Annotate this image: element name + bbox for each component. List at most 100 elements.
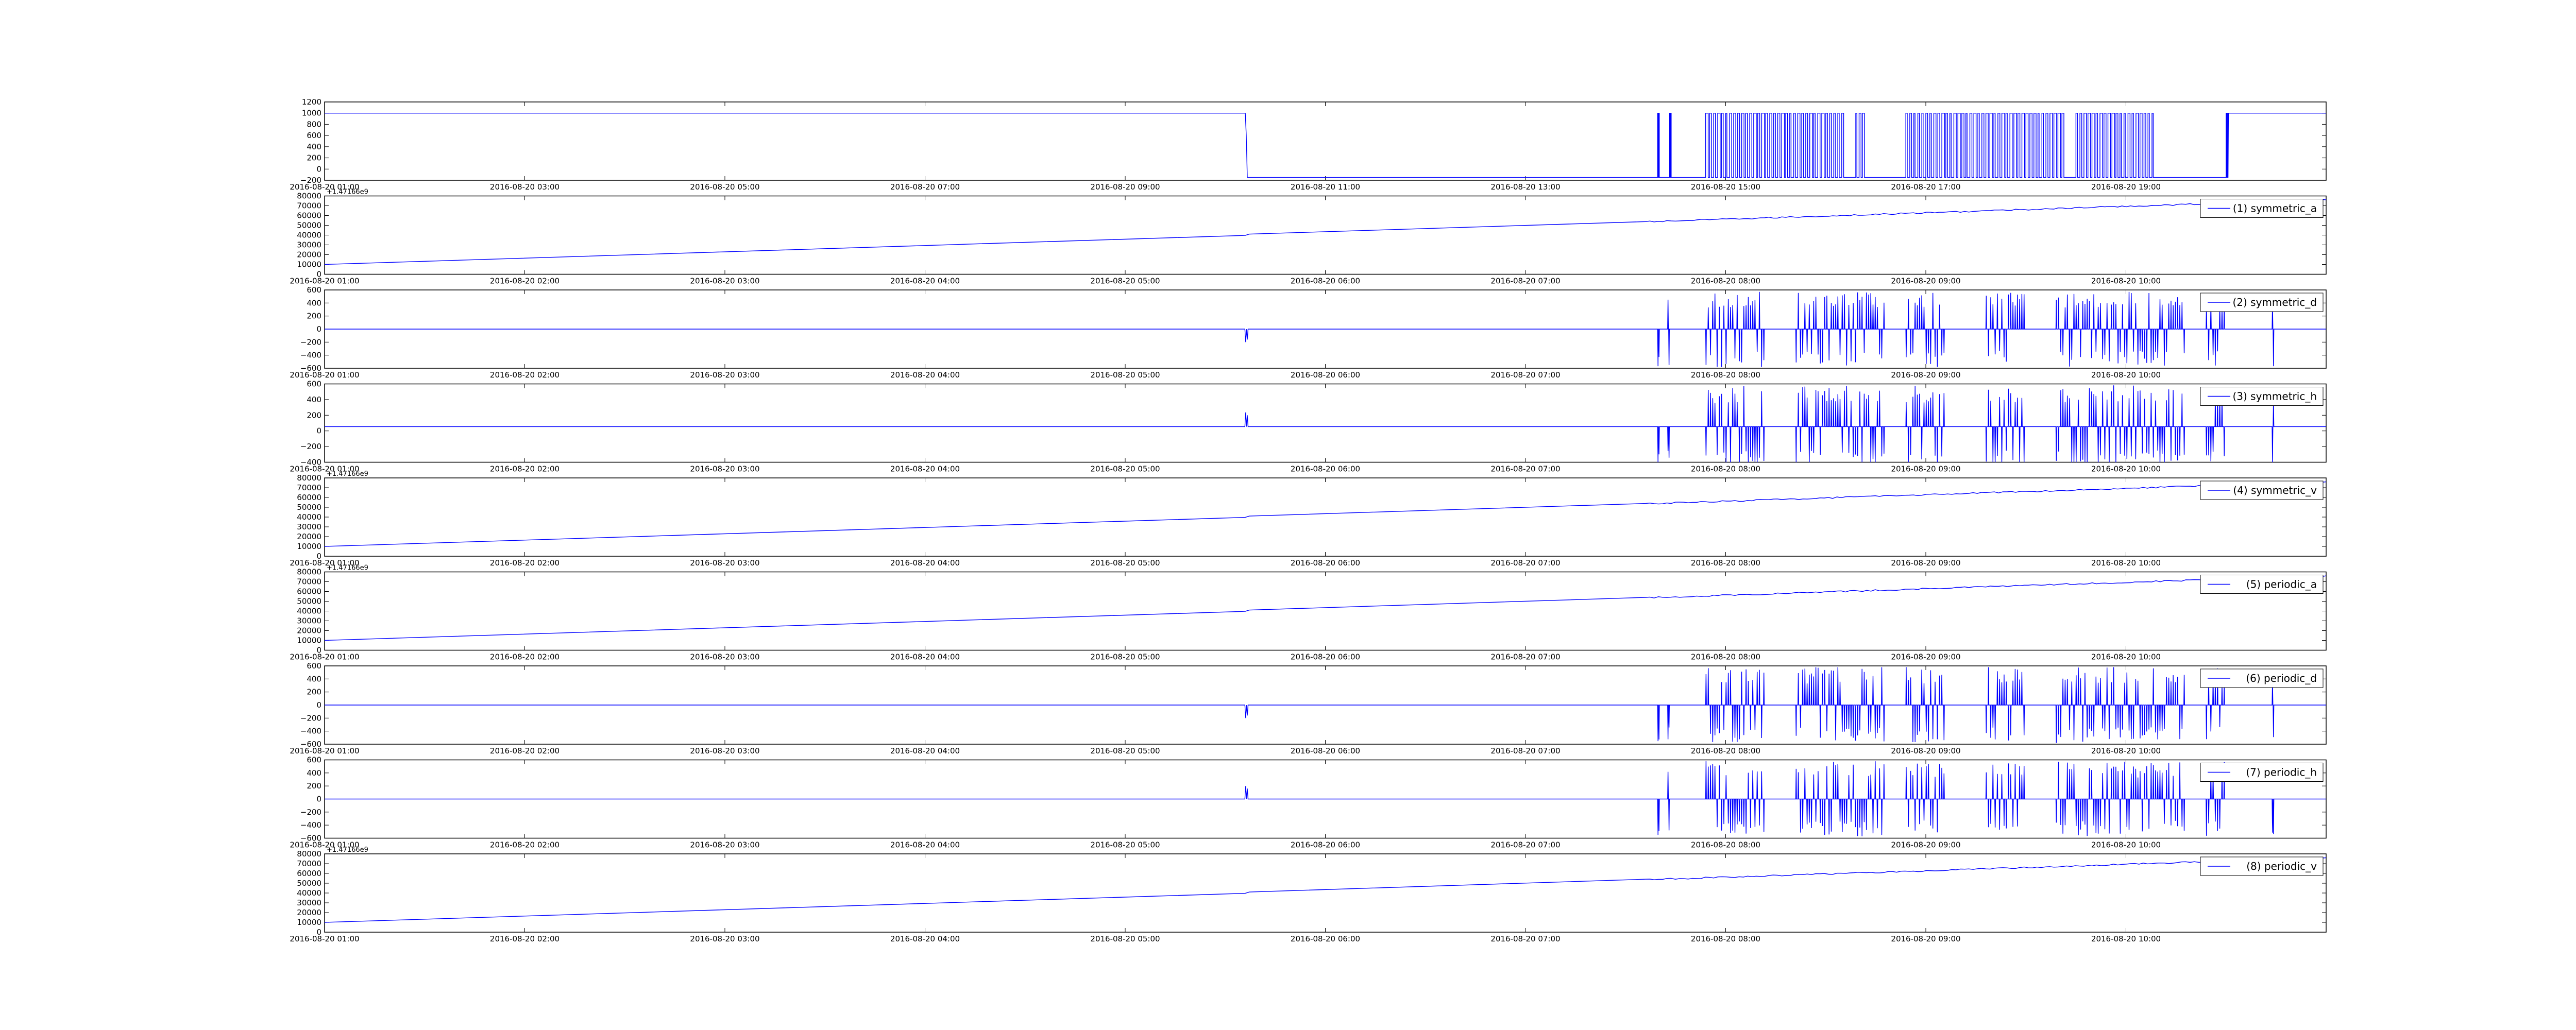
x-tick-label: 2016-08-20 08:00: [1691, 465, 1760, 474]
axes-frame: [324, 477, 2327, 557]
x-tick-label: 2016-08-20 05:00: [1090, 653, 1160, 662]
y-tick-label: 70000: [297, 859, 321, 868]
x-tick-label: 2016-08-20 10:00: [2091, 558, 2161, 568]
y-tick-label: 600: [307, 285, 321, 295]
series-line: [325, 113, 2326, 178]
y-tick-label: 400: [307, 768, 321, 778]
x-tick-label: 2016-08-20 07:00: [1490, 558, 1560, 568]
x-tick-label: 2016-08-20 05:00: [1090, 840, 1160, 850]
y-tick-label: 50000: [297, 503, 321, 512]
y-tick-label: 0: [316, 700, 321, 710]
y-tick-label: 1000: [302, 109, 321, 118]
subplot-2: 8000070000600005000040000300002000010000…: [290, 188, 2327, 286]
x-tick-label: 2016-08-20 09:00: [1891, 840, 1960, 850]
legend-label: (5) periodic_a: [2246, 578, 2317, 591]
y-tick-label: 80000: [297, 473, 321, 483]
y-tick-label: 0: [316, 164, 321, 174]
x-tick-label: 2016-08-20 09:00: [1891, 465, 1960, 474]
y-tick-label: −200: [300, 176, 321, 185]
x-tick-label: 2016-08-20 07:00: [1490, 840, 1560, 850]
x-tick-label: 2016-08-20 04:00: [890, 370, 960, 380]
x-tick-label: 2016-08-20 08:00: [1691, 558, 1760, 568]
y-tick-label: 30000: [297, 522, 321, 531]
legend-label: (8) periodic_v: [2246, 860, 2317, 872]
x-tick-label: 2016-08-20 07:00: [1490, 653, 1560, 662]
series-line: [325, 667, 2326, 743]
y-tick-label: 10000: [297, 542, 321, 551]
y-tick-label: 40000: [297, 231, 321, 240]
y-tick-label: 40000: [297, 512, 321, 522]
x-tick-label: 2016-08-20 08:00: [1691, 746, 1760, 756]
y-tick-label: 80000: [297, 568, 321, 577]
x-tick-label: 2016-08-20 17:00: [1891, 182, 1960, 192]
x-tick-label: 2016-08-20 04:00: [890, 746, 960, 756]
x-tick-label: 2016-08-20 01:00: [290, 746, 359, 756]
y-tick-label: 60000: [297, 493, 321, 502]
y-tick-label: −400: [300, 351, 321, 360]
x-tick-label: 2016-08-20 05:00: [1090, 558, 1160, 568]
x-tick-label: 2016-08-20 07:00: [1490, 934, 1560, 943]
legend-label: (4) symmetric_v: [2233, 484, 2317, 496]
y-tick-label: 30000: [297, 616, 321, 626]
y-tick-label: 0: [316, 324, 321, 334]
x-tick-label: 2016-08-20 09:00: [1891, 370, 1960, 380]
x-tick-label: 2016-08-20 07:00: [890, 182, 960, 192]
x-tick-label: 2016-08-20 06:00: [1291, 465, 1360, 474]
x-tick-label: 2016-08-20 06:00: [1291, 653, 1360, 662]
x-tick-label: 2016-08-20 01:00: [290, 840, 359, 850]
x-tick-label: 2016-08-20 07:00: [1490, 465, 1560, 474]
x-tick-label: 2016-08-20 08:00: [1691, 653, 1760, 662]
y-tick-label: −400: [300, 820, 321, 830]
y-tick-label: 70000: [297, 483, 321, 492]
x-tick-label: 2016-08-20 01:00: [290, 277, 359, 286]
x-tick-label: 2016-08-20 03:00: [690, 277, 759, 286]
y-tick-label: 0: [316, 270, 321, 279]
x-tick-label: 2016-08-20 05:00: [690, 182, 759, 192]
subplot-6: 8000070000600005000040000300002000010000…: [290, 564, 2327, 662]
y-tick-label: 10000: [297, 260, 321, 269]
y-tick-label: 200: [307, 312, 321, 321]
x-tick-label: 2016-08-20 09:00: [1891, 746, 1960, 756]
x-tick-label: 2016-08-20 04:00: [890, 653, 960, 662]
y-tick-label: −200: [300, 713, 321, 723]
x-tick-label: 2016-08-20 08:00: [1691, 934, 1760, 943]
axis-offset-label: +1.47166e9: [327, 470, 368, 478]
x-tick-label: 2016-08-20 04:00: [890, 934, 960, 943]
x-tick-label: 2016-08-20 01:00: [290, 653, 359, 662]
x-tick-label: 2016-08-20 06:00: [1291, 934, 1360, 943]
x-tick-label: 2016-08-20 01:00: [290, 370, 359, 380]
y-tick-label: −600: [300, 364, 321, 373]
y-tick-label: 10000: [297, 636, 321, 645]
x-tick-label: 2016-08-20 10:00: [2091, 277, 2161, 286]
x-tick-label: 2016-08-20 05:00: [1090, 934, 1160, 943]
axis-offset-label: +1.47166e9: [327, 564, 368, 572]
y-tick-label: −200: [300, 337, 321, 347]
x-tick-label: 2016-08-20 05:00: [1090, 370, 1160, 380]
x-tick-label: 2016-08-20 01:00: [290, 465, 359, 474]
x-tick-label: 2016-08-20 09:00: [1090, 182, 1160, 192]
legend-label: (1) symmetric_a: [2233, 202, 2317, 215]
axes-frame: [324, 383, 2327, 463]
y-tick-label: 30000: [297, 241, 321, 250]
y-tick-label: −400: [300, 727, 321, 736]
x-tick-label: 2016-08-20 05:00: [1090, 277, 1160, 286]
x-tick-label: 2016-08-20 09:00: [1891, 558, 1960, 568]
y-tick-label: 400: [307, 142, 321, 151]
y-tick-label: 800: [307, 119, 321, 129]
x-tick-label: 2016-08-20 03:00: [690, 370, 759, 380]
legend-label: (7) periodic_h: [2246, 766, 2317, 779]
axis-offset-label: +1.47166e9: [327, 188, 368, 196]
y-tick-label: −200: [300, 442, 321, 451]
axes-frame: [324, 195, 2327, 275]
x-tick-label: 2016-08-20 02:00: [490, 277, 560, 286]
x-tick-label: 2016-08-20 10:00: [2091, 653, 2161, 662]
x-tick-label: 2016-08-20 09:00: [1891, 934, 1960, 943]
y-tick-label: 70000: [297, 577, 321, 587]
y-tick-label: 70000: [297, 201, 321, 211]
y-tick-label: 20000: [297, 908, 321, 917]
x-tick-label: 2016-08-20 03:00: [690, 840, 759, 850]
